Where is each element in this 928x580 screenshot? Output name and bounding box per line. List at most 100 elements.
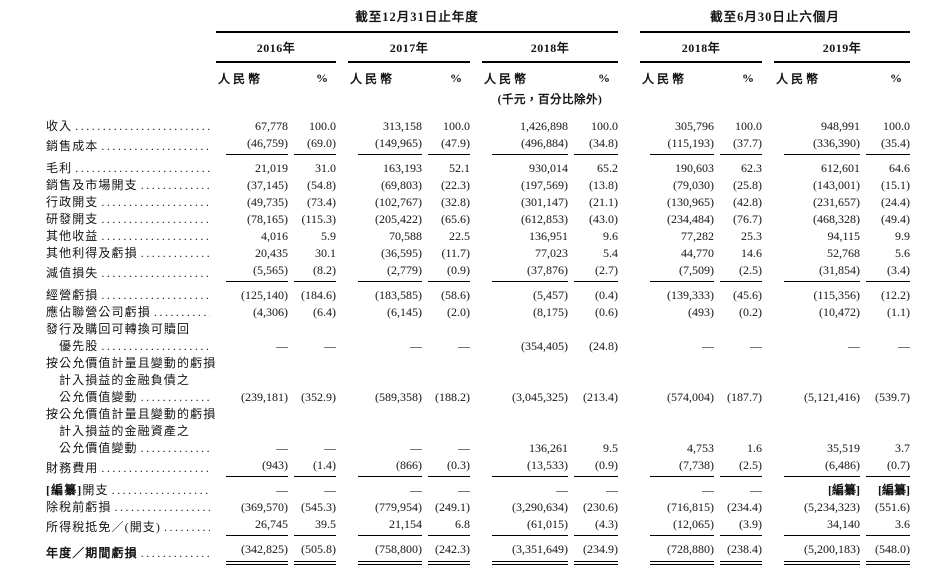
value-cell: (130,965) bbox=[667, 195, 715, 209]
value-cell: (0.9) bbox=[568, 457, 619, 477]
value-cell: 9.5 bbox=[603, 441, 619, 455]
value-cell: (354,405) bbox=[521, 339, 568, 353]
value-cell: (943) bbox=[216, 457, 288, 477]
value-cell: (21.1) bbox=[589, 195, 619, 209]
value-cell: (369,570) bbox=[241, 500, 288, 514]
value-cell: (342,825) bbox=[216, 536, 288, 565]
row-label: 年度／期間虧損 bbox=[46, 536, 216, 562]
value-cell: (336,390) bbox=[774, 135, 861, 155]
value-cell: (2.7) bbox=[568, 262, 619, 282]
value-cell: (2.5) bbox=[714, 457, 763, 477]
row-label: [編纂]開支 bbox=[46, 477, 216, 499]
value-cell: [編纂] bbox=[828, 483, 861, 497]
value-cell: 5.9 bbox=[321, 229, 336, 243]
value-cell: 22.5 bbox=[449, 229, 470, 243]
value-cell: (6,486) bbox=[774, 457, 861, 477]
row-label: 按公允價值計量且變動的虧損 計入損益的金融資產之 公允價值變動 bbox=[46, 406, 216, 457]
value-cell: (0.6) bbox=[595, 305, 619, 319]
value-cell: (4.3) bbox=[568, 516, 619, 536]
year-header-2018: 2018年 bbox=[482, 32, 619, 63]
value-cell: (866) bbox=[348, 457, 422, 477]
row-label: 銷售及市場開支 bbox=[46, 177, 216, 194]
value-cell: (0.3) bbox=[422, 457, 470, 477]
rmb-header: 人民幣 bbox=[350, 72, 396, 86]
value-cell: (22.3) bbox=[441, 178, 470, 192]
value-cell: (249.1) bbox=[435, 500, 470, 514]
value-cell: (187.7) bbox=[727, 390, 763, 404]
value-cell: 100.0 bbox=[309, 119, 336, 133]
value-cell: 930,014 bbox=[529, 161, 568, 175]
value-cell: (3,045,325) bbox=[512, 390, 568, 404]
value-cell: (37.7) bbox=[714, 135, 763, 155]
value-cell: (8.2) bbox=[288, 262, 336, 282]
value-cell: (11.7) bbox=[441, 246, 470, 260]
row-label: 除稅前虧損 bbox=[46, 499, 216, 516]
row-label: 經營虧損 bbox=[46, 282, 216, 304]
value-cell: 9.6 bbox=[603, 229, 619, 243]
value-cell: (2,779) bbox=[348, 262, 422, 282]
value-cell: (43.0) bbox=[589, 212, 619, 226]
dot-leader bbox=[101, 138, 210, 155]
row-label: 毛利 bbox=[46, 155, 216, 177]
dot-leader bbox=[101, 228, 210, 245]
value-cell: (102,767) bbox=[375, 195, 422, 209]
value-cell: — bbox=[606, 483, 619, 497]
value-cell: 4,753 bbox=[687, 441, 715, 455]
value-cell: (1.1) bbox=[887, 305, 911, 319]
dot-leader bbox=[115, 499, 210, 516]
value-cell: (37,876) bbox=[482, 262, 568, 282]
value-cell: (10,472) bbox=[819, 305, 861, 319]
value-cell: (115,356) bbox=[813, 288, 861, 302]
dot-leader bbox=[112, 482, 210, 499]
value-cell: (5,234,323) bbox=[804, 500, 861, 514]
value-cell: 163,193 bbox=[383, 161, 422, 175]
value-cell: (589,358) bbox=[375, 390, 422, 404]
table-row: 研發開支 (78,165) (115.3) (205,422) (65.6) (612,8… bbox=[46, 211, 910, 228]
value-cell: (2.0) bbox=[447, 305, 470, 319]
dot-leader bbox=[141, 177, 210, 194]
value-cell: (0.4) bbox=[595, 288, 619, 302]
value-cell: (24.4) bbox=[881, 195, 911, 209]
currency-header-row: 人民幣 % 人民幣 % 人民幣 % 人民幣 % 人民幣 % bbox=[46, 62, 910, 88]
value-cell: (24.8) bbox=[589, 339, 619, 353]
value-cell: (7,738) bbox=[640, 457, 715, 477]
value-cell: 44,770 bbox=[681, 246, 715, 260]
rmb-header: 人民幣 bbox=[776, 72, 822, 86]
table-row: 銷售及市場開支 (37,145) (54.8) (69,803) (22.3) (197,… bbox=[46, 177, 910, 194]
value-cell: (301,147) bbox=[521, 195, 568, 209]
value-cell: (5,200,183) bbox=[774, 536, 861, 565]
value-cell: — bbox=[410, 339, 422, 353]
value-cell: (58.6) bbox=[441, 288, 470, 302]
value-cell: 5.4 bbox=[603, 246, 619, 260]
pct-header: % bbox=[598, 71, 611, 85]
value-cell: (779,954) bbox=[375, 500, 422, 514]
value-cell: — bbox=[276, 441, 288, 455]
row-label: 所得稅抵免／(開支) bbox=[46, 516, 216, 536]
pct-header: % bbox=[890, 71, 903, 85]
value-cell: (234.4) bbox=[727, 500, 763, 514]
row-label: 按公允價值計量且變動的虧損 計入損益的金融負債之 公允價值變動 bbox=[46, 355, 216, 406]
value-cell: — bbox=[556, 483, 568, 497]
section-header-row: 截至12月31日止年度 截至6月30日止六個月 bbox=[46, 4, 911, 33]
value-cell: 136,261 bbox=[529, 441, 568, 455]
rmb-header: 人民幣 bbox=[642, 72, 688, 86]
value-cell: (69,803) bbox=[381, 178, 422, 192]
value-cell: (35.4) bbox=[860, 135, 911, 155]
value-cell: (15.1) bbox=[881, 178, 911, 192]
value-cell: — bbox=[276, 483, 288, 497]
value-cell: 190,603 bbox=[675, 161, 715, 175]
value-cell: (61,015) bbox=[482, 516, 568, 536]
rmb-header: 人民幣 bbox=[218, 72, 264, 86]
value-cell: 136,951 bbox=[529, 229, 568, 243]
value-cell: (184.6) bbox=[301, 288, 336, 302]
row-label: 行政開支 bbox=[46, 194, 216, 211]
value-cell: 64.6 bbox=[889, 161, 911, 175]
value-cell: (231,657) bbox=[813, 195, 861, 209]
annual-section-header: 截至12月31日止年度 bbox=[216, 4, 619, 33]
value-cell: (8,175) bbox=[533, 305, 568, 319]
interim-section-header: 截至6月30日止六個月 bbox=[640, 4, 911, 33]
value-cell: 34,140 bbox=[774, 516, 861, 536]
value-cell: (32.8) bbox=[441, 195, 470, 209]
